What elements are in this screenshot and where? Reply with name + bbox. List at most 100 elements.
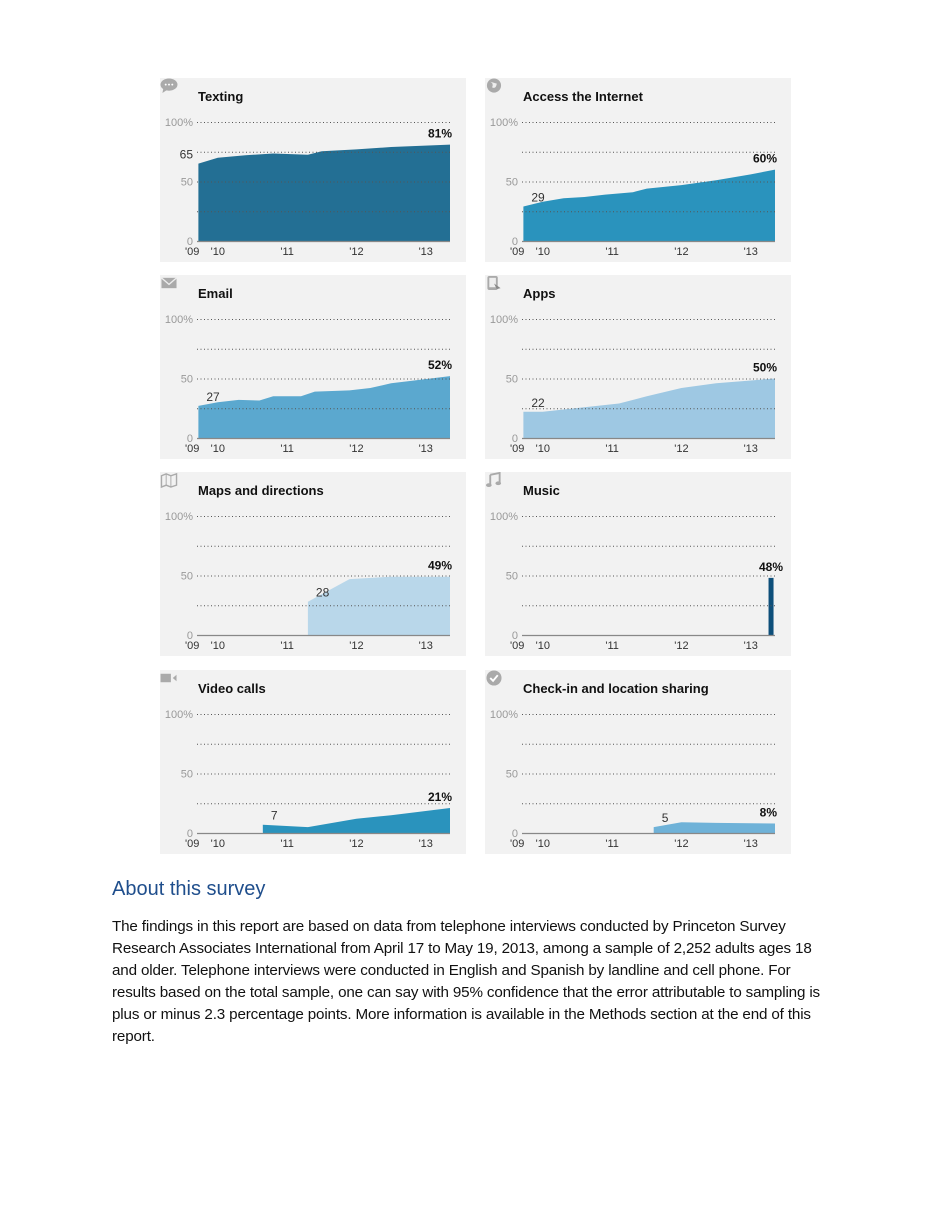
map-icon bbox=[160, 472, 178, 488]
y-tick-label: 50 bbox=[181, 769, 193, 781]
x-tick-label: '10 bbox=[211, 838, 225, 850]
chart-plot: 0 50 100% '09 '10 '11 '12 '13 48% bbox=[490, 511, 783, 652]
checkmark-badge-icon bbox=[486, 670, 502, 686]
chart-title: Maps and directions bbox=[198, 483, 324, 498]
end-value-label: 52% bbox=[428, 358, 452, 372]
chart-plot: 0 50 100% '09 '10 '11 '12 '13 29 60% bbox=[490, 117, 777, 258]
video-camera-icon bbox=[160, 673, 177, 683]
x-tick-label: '09 bbox=[185, 838, 199, 850]
y-tick-label: 100% bbox=[165, 117, 193, 129]
x-tick-label: '12 bbox=[349, 246, 363, 258]
chart-title: Music bbox=[523, 483, 560, 498]
x-tick-label: '11 bbox=[605, 640, 619, 652]
chart-plot: 0 50 100% '09 '10 '11 '12 '13 5 8% bbox=[490, 709, 778, 850]
y-tick-label: 100% bbox=[490, 117, 518, 129]
start-value-label: 5 bbox=[662, 811, 669, 825]
start-value-label: 65 bbox=[180, 148, 194, 162]
x-tick-label: '13 bbox=[419, 640, 433, 652]
chart-plot: 0 50 100% '09 '10 '11 '12 '13 7 21% bbox=[165, 709, 452, 850]
start-value-label: 28 bbox=[316, 586, 330, 600]
chart-panel-email: Email 0 50 100% '09 '10 '11 '12 '13 27 52% bbox=[160, 275, 466, 459]
x-tick-label: '11 bbox=[280, 640, 294, 652]
envelope-icon bbox=[161, 277, 177, 289]
chart-panel-music: Music 0 50 100% '09 '10 '11 '12 '13 48% bbox=[485, 472, 791, 656]
x-tick-label: '12 bbox=[674, 640, 688, 652]
x-tick-label: '12 bbox=[349, 838, 363, 850]
chart-title: Email bbox=[198, 286, 233, 301]
x-tick-label: '13 bbox=[419, 443, 433, 455]
x-tick-label: '09 bbox=[185, 443, 199, 455]
x-tick-label: '11 bbox=[605, 838, 619, 850]
x-tick-label: '13 bbox=[744, 640, 758, 652]
chart-title: Check-in and location sharing bbox=[523, 681, 709, 696]
chart-panel-texting: Texting 0 50 100% '09 '10 '11 '12 '13 65 81% bbox=[160, 78, 466, 262]
x-tick-label: '09 bbox=[510, 246, 524, 258]
x-tick-label: '11 bbox=[280, 443, 294, 455]
end-value-label: 50% bbox=[753, 361, 777, 375]
x-tick-label: '13 bbox=[419, 838, 433, 850]
y-tick-label: 100% bbox=[490, 314, 518, 326]
y-tick-label: 0 bbox=[512, 630, 518, 642]
x-tick-label: '09 bbox=[185, 246, 199, 258]
y-tick-label: 0 bbox=[512, 828, 518, 840]
section-heading: About this survey bbox=[112, 878, 266, 900]
end-value-label: 60% bbox=[753, 152, 777, 166]
area-series bbox=[523, 169, 775, 241]
chart-panel-access-the-internet: Access the Internet 0 50 100% '09 '10 '11 '12 '1… bbox=[485, 78, 791, 262]
area-series bbox=[523, 378, 775, 438]
end-value-label: 49% bbox=[428, 559, 452, 573]
x-tick-label: '12 bbox=[674, 443, 688, 455]
x-tick-label: '09 bbox=[510, 443, 524, 455]
area-series bbox=[307, 576, 450, 635]
y-tick-label: 0 bbox=[187, 828, 193, 840]
y-tick-label: 100% bbox=[490, 709, 518, 721]
x-tick-label: '10 bbox=[536, 443, 550, 455]
x-tick-label: '10 bbox=[211, 246, 225, 258]
y-tick-label: 100% bbox=[490, 511, 518, 523]
start-value-label: 22 bbox=[531, 396, 545, 410]
chart-title: Access the Internet bbox=[523, 89, 643, 104]
x-tick-label: '09 bbox=[185, 640, 199, 652]
end-value-label: 81% bbox=[428, 127, 452, 141]
music-note-icon bbox=[486, 472, 502, 488]
survey-description: The findings in this report are based on… bbox=[112, 918, 821, 1045]
y-tick-label: 50 bbox=[181, 374, 193, 386]
x-tick-label: '11 bbox=[280, 246, 294, 258]
chart-title: Apps bbox=[523, 286, 556, 301]
x-tick-label: '12 bbox=[674, 246, 688, 258]
x-tick-label: '10 bbox=[536, 246, 550, 258]
chart-plot: 0 50 100% '09 '10 '11 '12 '13 65 81% bbox=[165, 117, 452, 258]
chart-plot: 0 50 100% '09 '10 '11 '12 '13 22 50% bbox=[490, 314, 777, 455]
y-tick-label: 50 bbox=[181, 177, 193, 189]
x-tick-label: '10 bbox=[536, 838, 550, 850]
y-tick-label: 0 bbox=[187, 236, 193, 248]
x-tick-label: '11 bbox=[605, 443, 619, 455]
y-tick-label: 0 bbox=[187, 433, 193, 445]
chart-title: Video calls bbox=[198, 681, 266, 696]
x-tick-label: '13 bbox=[744, 838, 758, 850]
globe-icon bbox=[486, 78, 502, 93]
y-tick-label: 50 bbox=[506, 374, 518, 386]
area-series bbox=[198, 144, 450, 241]
chart-plot: 0 50 100% '09 '10 '11 '12 '13 28 49% bbox=[165, 511, 452, 652]
start-value-label: 29 bbox=[531, 190, 545, 204]
area-series bbox=[198, 376, 450, 438]
chart-panel-maps-and-directions: Maps and directions 0 50 100% '09 '10 '11 '12 '1… bbox=[160, 472, 466, 656]
x-tick-label: '10 bbox=[211, 443, 225, 455]
area-series bbox=[262, 808, 450, 833]
speech-bubble-icon bbox=[160, 78, 178, 94]
x-tick-label: '13 bbox=[744, 246, 758, 258]
y-tick-label: 50 bbox=[506, 769, 518, 781]
x-tick-label: '11 bbox=[605, 246, 619, 258]
chart-plot: 0 50 100% '09 '10 '11 '12 '13 27 52% bbox=[165, 314, 452, 455]
y-tick-label: 50 bbox=[506, 571, 518, 583]
end-value-label: 8% bbox=[760, 805, 778, 819]
chart-title: Texting bbox=[198, 89, 244, 104]
y-tick-label: 50 bbox=[181, 571, 193, 583]
x-tick-label: '11 bbox=[280, 838, 294, 850]
x-tick-label: '10 bbox=[536, 640, 550, 652]
x-tick-label: '13 bbox=[419, 246, 433, 258]
y-tick-label: 100% bbox=[165, 709, 193, 721]
end-value-label: 48% bbox=[759, 560, 783, 574]
x-tick-label: '10 bbox=[211, 640, 225, 652]
